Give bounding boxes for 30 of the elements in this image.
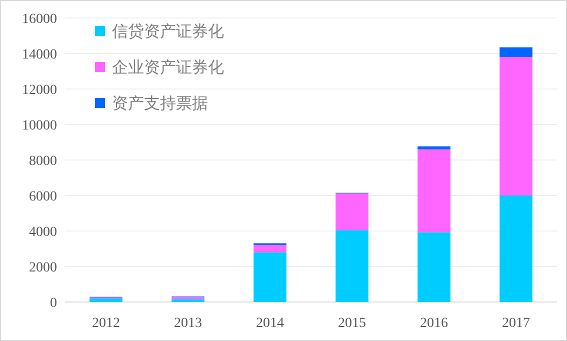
bar <box>336 193 368 230</box>
y-tick-label: 16000 <box>22 12 57 27</box>
y-tick-label: 4000 <box>29 224 57 240</box>
x-tick-label: 2017 <box>502 316 530 331</box>
x-tick-label: 2016 <box>420 316 448 331</box>
legend-label: 企业资产证券化 <box>112 58 224 77</box>
y-tick-label: 14000 <box>22 47 57 62</box>
y-tick-label: 6000 <box>29 189 57 204</box>
y-tick-label: 10000 <box>22 118 57 134</box>
bar <box>172 299 204 302</box>
x-tick-label: 2015 <box>338 316 366 331</box>
y-tick-label: 2000 <box>29 260 57 276</box>
bar <box>500 196 532 302</box>
x-tick-label: 2012 <box>92 316 120 331</box>
bar <box>254 245 286 252</box>
bar <box>254 252 286 302</box>
bar <box>418 232 450 302</box>
y-tick-label: 8000 <box>29 154 57 169</box>
bar <box>90 298 122 302</box>
legend-label: 资产支持票据 <box>112 94 208 113</box>
x-tick-label: 2013 <box>174 316 202 331</box>
legend-label: 信贷资产证券化 <box>112 22 224 41</box>
bar <box>336 230 368 302</box>
bar <box>418 149 450 232</box>
x-tick-label: 2014 <box>256 316 284 331</box>
bar <box>500 57 532 196</box>
bar <box>500 47 532 58</box>
y-tick-label: 12000 <box>22 82 57 98</box>
bar <box>418 146 450 150</box>
y-tick-label: 0 <box>50 296 57 311</box>
